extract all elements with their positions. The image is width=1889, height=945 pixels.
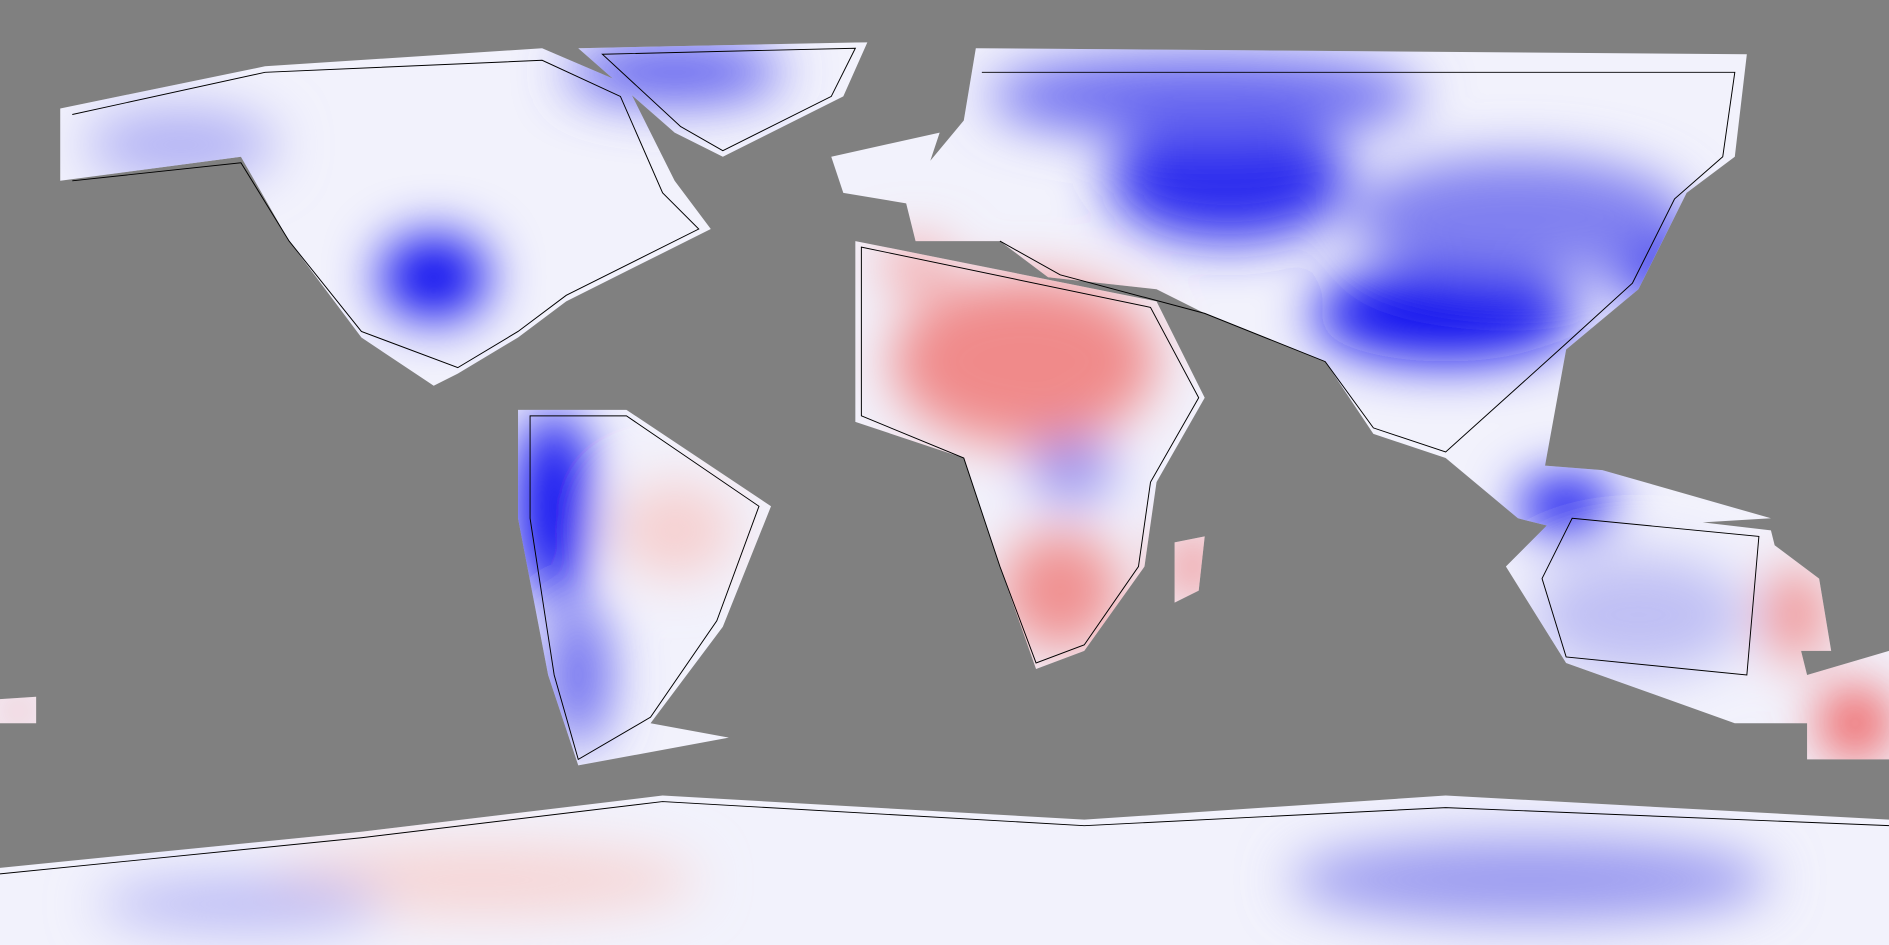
coastlines [0, 47, 1889, 875]
